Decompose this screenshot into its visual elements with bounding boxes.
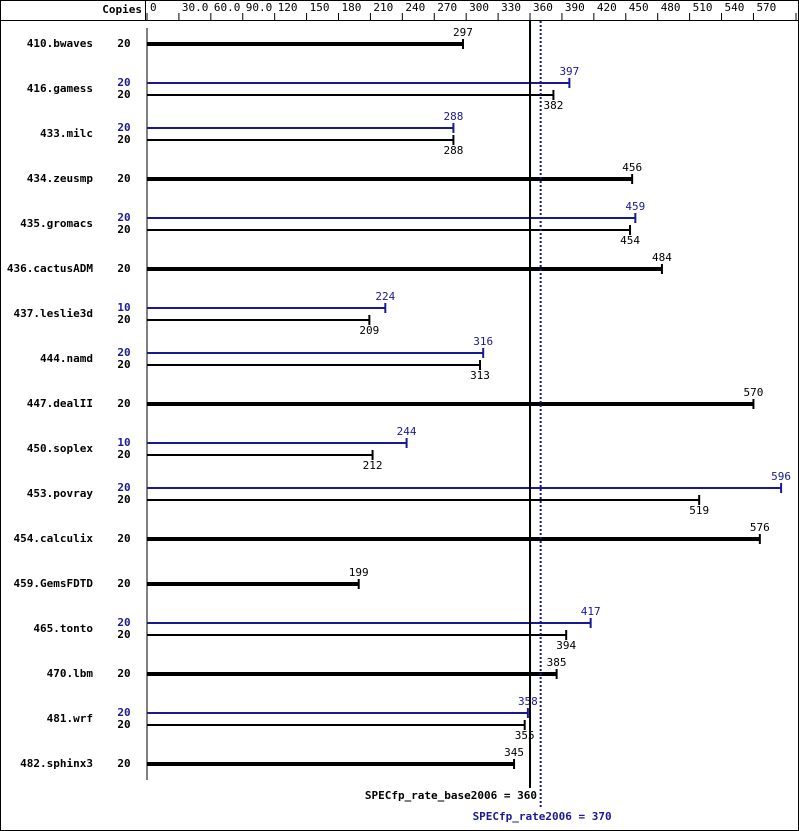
x-tick-label: 360 — [533, 1, 553, 14]
peak-copies: 10 — [117, 436, 130, 449]
benchmark-name: 450.soplex — [27, 442, 94, 455]
base-value-label: 313 — [470, 369, 490, 382]
x-tick-label: 300 — [469, 1, 489, 14]
x-tick-label: 330 — [501, 1, 521, 14]
peak-copies: 20 — [117, 616, 130, 629]
peak-value-label: 459 — [625, 200, 645, 213]
base-value-label: 209 — [359, 324, 379, 337]
base-metric-label: SPECfp_rate_base2006 = 360 — [365, 789, 537, 802]
x-tick-label: 0 — [150, 1, 157, 14]
base-copies: 20 — [117, 313, 130, 326]
base-value-label: 212 — [363, 459, 383, 472]
base-copies: 20 — [117, 448, 130, 461]
benchmark-name: 481.wrf — [47, 712, 93, 725]
benchmark-name: 437.leslie3d — [14, 307, 93, 320]
benchmark-name: 453.povray — [27, 487, 94, 500]
x-tick-label: 540 — [725, 1, 745, 14]
base-copies: 20 — [117, 397, 130, 410]
x-tick-label: 510 — [693, 1, 713, 14]
benchmark-name: 416.gamess — [27, 82, 93, 95]
benchmark-name: 447.dealII — [27, 397, 93, 410]
benchmark-name: 444.namd — [40, 352, 93, 365]
base-copies: 20 — [117, 493, 130, 506]
base-value-label: 519 — [689, 504, 709, 517]
base-copies: 20 — [117, 757, 130, 770]
base-copies: 20 — [117, 133, 130, 146]
peak-value-label: 224 — [375, 290, 395, 303]
peak-copies: 20 — [117, 346, 130, 359]
benchmark-name: 433.milc — [40, 127, 93, 140]
base-copies: 20 — [117, 667, 130, 680]
base-copies: 20 — [117, 577, 130, 590]
peak-metric-label: SPECfp_rate2006 = 370 — [473, 810, 612, 823]
base-value-label: 394 — [556, 639, 576, 652]
base-value-label: 382 — [543, 99, 563, 112]
x-tick-label: 30.0 — [182, 1, 209, 14]
x-tick-label: 150 — [310, 1, 330, 14]
x-tick-label: 570 — [756, 1, 776, 14]
peak-value-label: 316 — [473, 335, 493, 348]
x-tick-label: 120 — [278, 1, 298, 14]
x-tick-label: 90.0 — [246, 1, 272, 14]
base-copies: 20 — [117, 718, 130, 731]
benchmark-name: 482.sphinx3 — [20, 757, 93, 770]
base-copies: 20 — [117, 358, 130, 371]
base-value-label: 345 — [504, 746, 524, 759]
peak-copies: 20 — [117, 706, 130, 719]
x-tick-label: 60.0 — [214, 1, 241, 14]
benchmark-name: 410.bwaves — [27, 37, 93, 50]
peak-copies: 10 — [117, 301, 130, 314]
base-value-label: 484 — [652, 251, 672, 264]
x-tick-label: 390 — [565, 1, 585, 14]
peak-value-label: 596 — [771, 470, 791, 483]
peak-value-label: 358 — [518, 695, 538, 708]
base-value-label: 576 — [750, 521, 770, 534]
base-copies: 20 — [117, 532, 130, 545]
benchmark-name: 459.GemsFDTD — [14, 577, 94, 590]
base-copies: 20 — [117, 88, 130, 101]
x-tick-label: 270 — [437, 1, 457, 14]
x-tick-label: 420 — [597, 1, 617, 14]
base-value-label: 456 — [622, 161, 642, 174]
peak-copies: 20 — [117, 481, 130, 494]
x-tick-label: 210 — [373, 1, 393, 14]
benchmark-name: 470.lbm — [47, 667, 94, 680]
peak-value-label: 244 — [397, 425, 417, 438]
base-copies: 20 — [117, 262, 130, 275]
benchmark-name: 436.cactusADM — [7, 262, 93, 275]
x-tick-label: 480 — [661, 1, 681, 14]
benchmark-name: 435.gromacs — [20, 217, 93, 230]
base-value-label: 570 — [744, 386, 764, 399]
base-value-label: 199 — [349, 566, 369, 579]
peak-copies: 20 — [117, 76, 130, 89]
peak-copies: 20 — [117, 121, 130, 134]
benchmark-name: 454.calculix — [14, 532, 94, 545]
copies-header: Copies — [102, 3, 142, 16]
x-tick-label: 180 — [342, 1, 362, 14]
base-value-label: 355 — [515, 729, 535, 742]
base-value-label: 454 — [620, 234, 640, 247]
benchmark-name: 434.zeusmp — [27, 172, 94, 185]
peak-value-label: 417 — [581, 605, 601, 618]
peak-value-label: 397 — [559, 65, 579, 78]
base-copies: 20 — [117, 223, 130, 236]
base-copies: 20 — [117, 37, 130, 50]
x-tick-label: 450 — [629, 1, 649, 14]
base-value-label: 288 — [443, 144, 463, 157]
base-value-label: 297 — [453, 26, 473, 39]
base-copies: 20 — [117, 628, 130, 641]
peak-copies: 20 — [117, 211, 130, 224]
peak-value-label: 288 — [443, 110, 463, 123]
base-copies: 20 — [117, 172, 130, 185]
base-value-label: 385 — [547, 656, 567, 669]
x-tick-label: 240 — [405, 1, 425, 14]
benchmark-name: 465.tonto — [33, 622, 93, 635]
